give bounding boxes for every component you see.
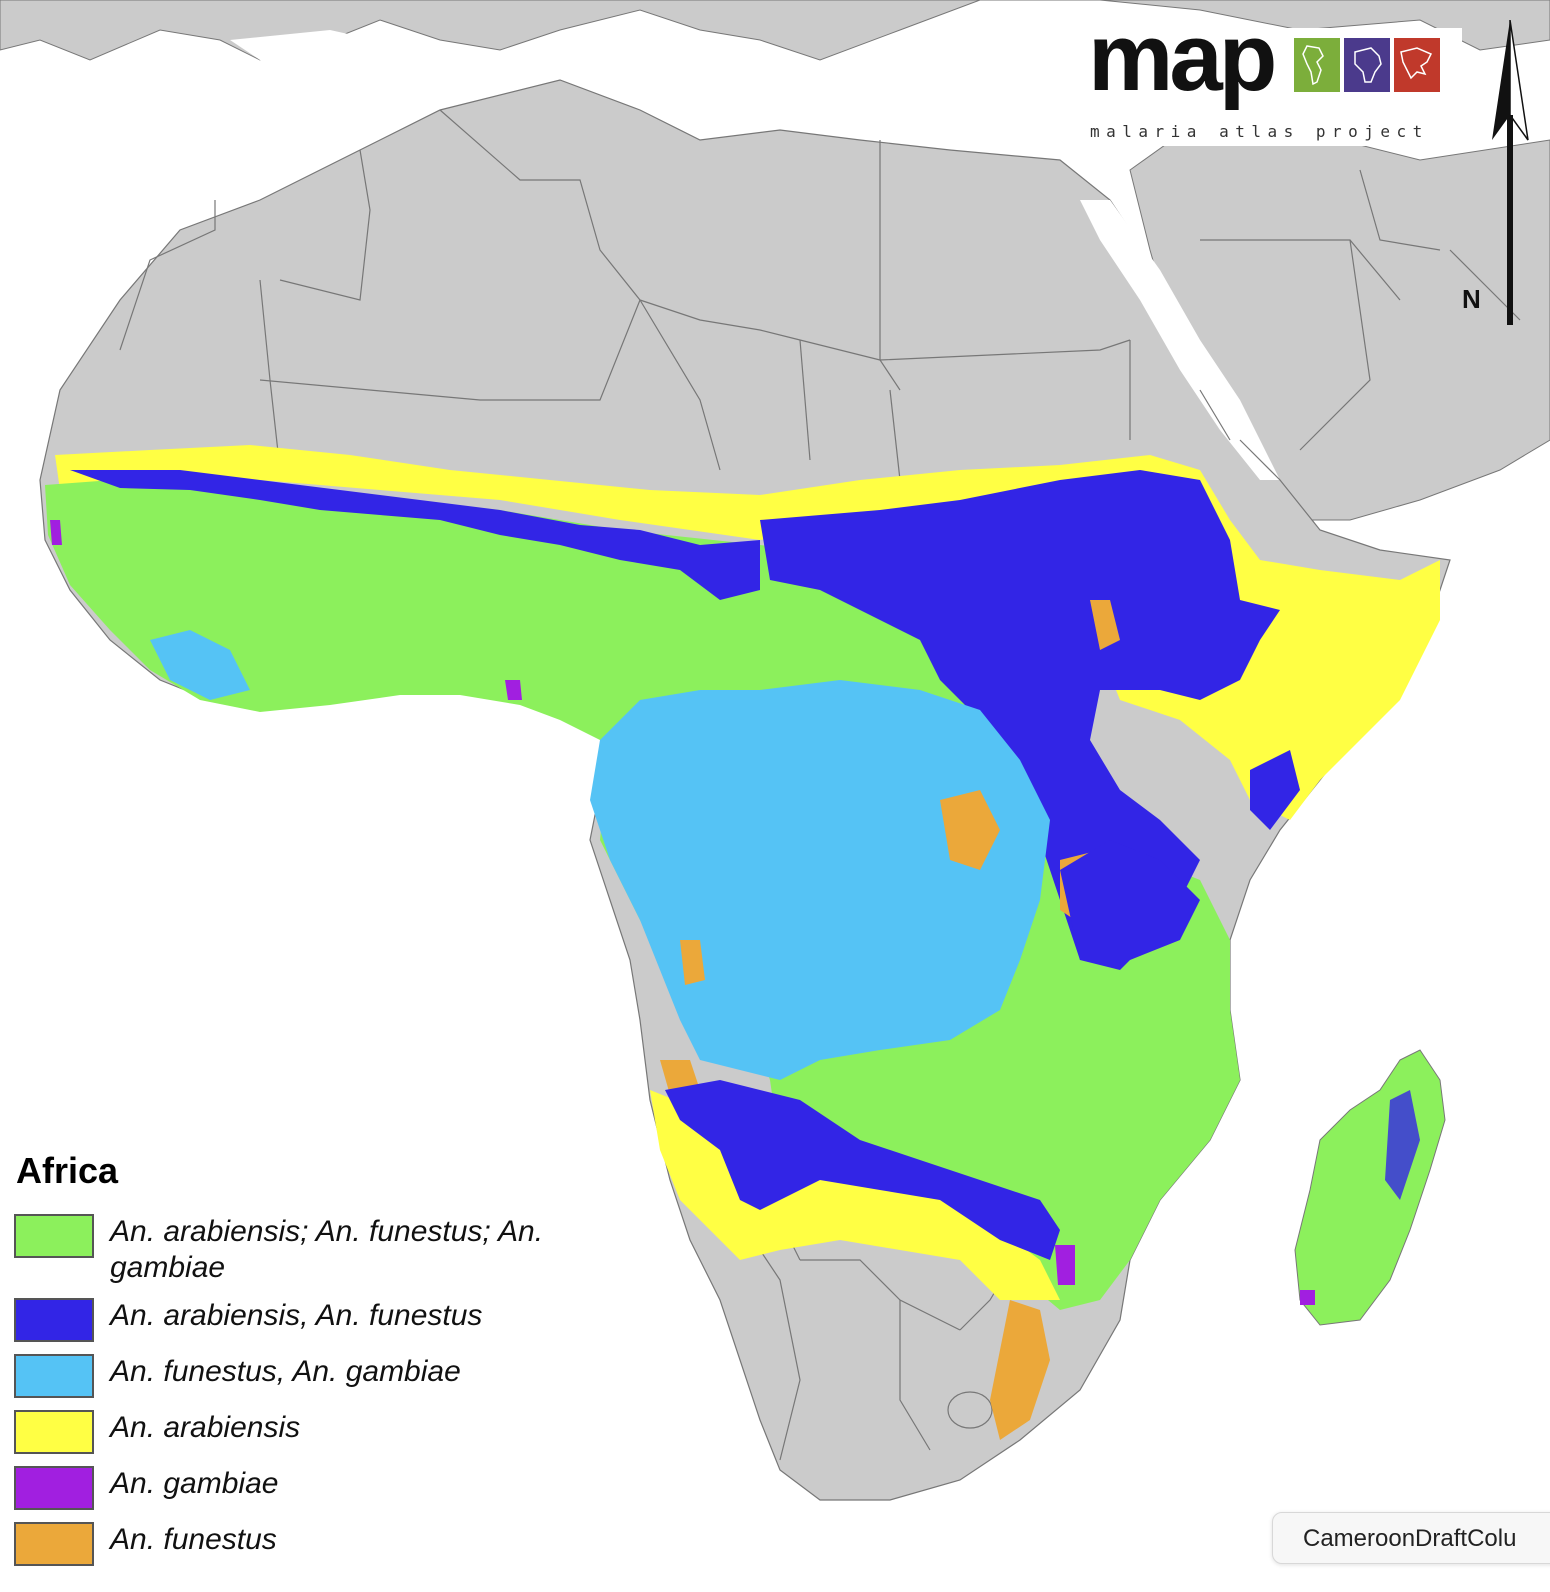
asia-icon <box>1400 47 1433 80</box>
lesotho <box>947 1391 993 1429</box>
africa-icon <box>1354 47 1382 83</box>
legend-label: An. arabiensis; An. funestus; An. gambia… <box>110 1215 544 1284</box>
land-europe <box>0 0 1550 61</box>
mediterranean <box>230 30 1150 150</box>
logo-tile-asia <box>1394 38 1440 92</box>
map-logo: map malaria atlas project <box>1082 10 1462 146</box>
legend-item: An. arabiensis, An. funestus <box>14 1298 574 1342</box>
logo-wordmark: map <box>1088 4 1277 111</box>
legend-swatch <box>14 1298 94 1342</box>
logo-subtitle: malaria atlas project <box>1090 122 1429 141</box>
legend-swatch <box>14 1466 94 1510</box>
zone-sudan-blue <box>760 470 1280 970</box>
legend-swatch <box>14 1354 94 1398</box>
logo-tiles <box>1294 38 1440 92</box>
legend-item: An. arabiensis; An. funestus; An. gambia… <box>14 1214 574 1286</box>
legend-item: An. funestus, An. gambiae <box>14 1354 574 1398</box>
legend-swatch <box>14 1522 94 1566</box>
north-label: N <box>1462 284 1481 314</box>
legend-label: An. funestus, An. gambiae <box>110 1355 461 1388</box>
legend-item: An. gambiae <box>14 1466 574 1510</box>
legend-label: An. arabiensis, An. funestus <box>110 1299 483 1332</box>
logo-tile-americas <box>1294 38 1340 92</box>
file-name-chip[interactable]: CameroonDraftColu <box>1272 1512 1550 1564</box>
zone-west-blue <box>70 470 760 600</box>
americas-icon <box>1302 45 1324 86</box>
legend-swatch <box>14 1410 94 1454</box>
madagascar-blue <box>1385 1090 1420 1200</box>
zone-south-blue <box>665 1080 1060 1260</box>
logo-tile-africa <box>1344 38 1390 92</box>
zone-eastafrica-blue <box>1060 840 1200 960</box>
zone-kenya-blue <box>1250 750 1300 830</box>
legend-item: An. arabiensis <box>14 1410 574 1454</box>
zone-west-lightblue <box>150 630 250 700</box>
north-arrow-icon <box>1492 20 1529 325</box>
legend-swatch <box>14 1214 94 1258</box>
file-name-label: CameroonDraftColu <box>1303 1525 1517 1552</box>
legend-item: An. funestus <box>14 1522 574 1566</box>
legend-title: Africa <box>16 1150 119 1191</box>
legend-label: An. arabiensis <box>110 1411 301 1444</box>
red-sea <box>1080 200 1280 480</box>
legend-label: An. funestus <box>110 1523 277 1556</box>
zone-gambiae-purple <box>50 520 1315 1305</box>
legend: Africa An. arabiensis; An. funestus; An.… <box>14 1150 574 1578</box>
legend-label: An. gambiae <box>110 1467 279 1500</box>
